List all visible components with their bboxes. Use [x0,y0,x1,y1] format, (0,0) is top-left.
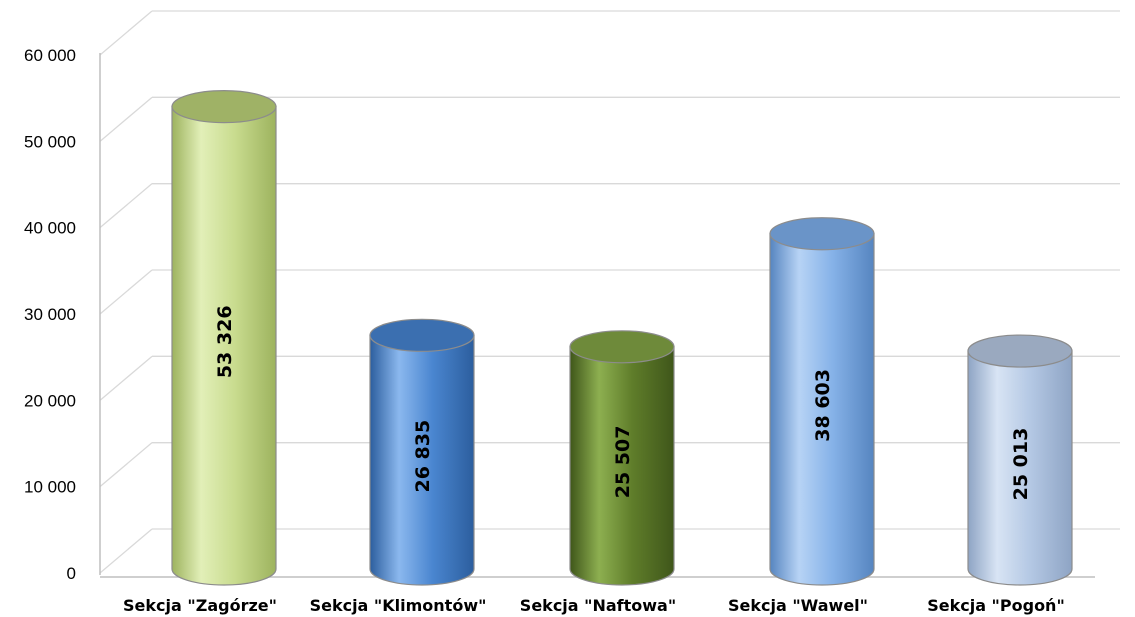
x-category-label: Sekcja "Zagórze" [123,596,277,615]
bar: 53 326 [171,90,277,586]
y-tick-label: 0 [67,564,76,583]
gridline-diagonal [99,528,153,574]
data-label: 25 507 [612,426,634,499]
y-tick-label: 60 000 [24,46,76,65]
data-label: 25 013 [1010,428,1032,501]
x-category-label: Sekcja "Pogoń" [927,596,1065,615]
gridline-diagonal [99,442,153,488]
gridline-diagonal [99,183,153,229]
bar-body [769,233,875,586]
x-category-label: Sekcja "Naftowa" [520,596,676,615]
bar-top [369,318,475,352]
bars: 53 326 26 835 25 507 38 603 25 013 [171,90,1073,586]
bar-top [967,334,1073,368]
y-tick-label: 30 000 [24,305,76,324]
x-category-label: Sekcja "Wawel" [728,596,868,615]
gridline-diagonal [99,10,153,56]
x-axis-category-labels: Sekcja "Zagórze" Sekcja "Klimontów" Sekcja… [123,596,1065,615]
bar-body [369,334,475,586]
bar: 25 013 [967,334,1073,586]
bar-body [967,350,1073,586]
gridline-diagonal [99,355,153,401]
y-tick-label: 20 000 [24,391,76,410]
bar-top [569,330,675,364]
data-label: 38 603 [812,369,834,442]
data-label: 53 326 [214,305,236,378]
bar-top [171,90,277,124]
bar: 38 603 [769,217,875,586]
bar: 25 507 [569,330,675,586]
gridline-diagonal [99,269,153,315]
bar-body [569,346,675,586]
y-tick-label: 10 000 [24,478,76,497]
y-axis-tick-labels: 0 10 000 20 000 30 000 40 000 50 000 60 000 [24,46,76,583]
bar-top [769,217,875,251]
x-category-label: Sekcja "Klimontów" [310,596,487,615]
y-tick-label: 40 000 [24,219,76,238]
y-tick-label: 50 000 [24,132,76,151]
data-label: 26 835 [412,420,434,493]
bar-body [171,106,277,586]
bar: 26 835 [369,318,475,586]
gridline-diagonal [99,96,153,142]
